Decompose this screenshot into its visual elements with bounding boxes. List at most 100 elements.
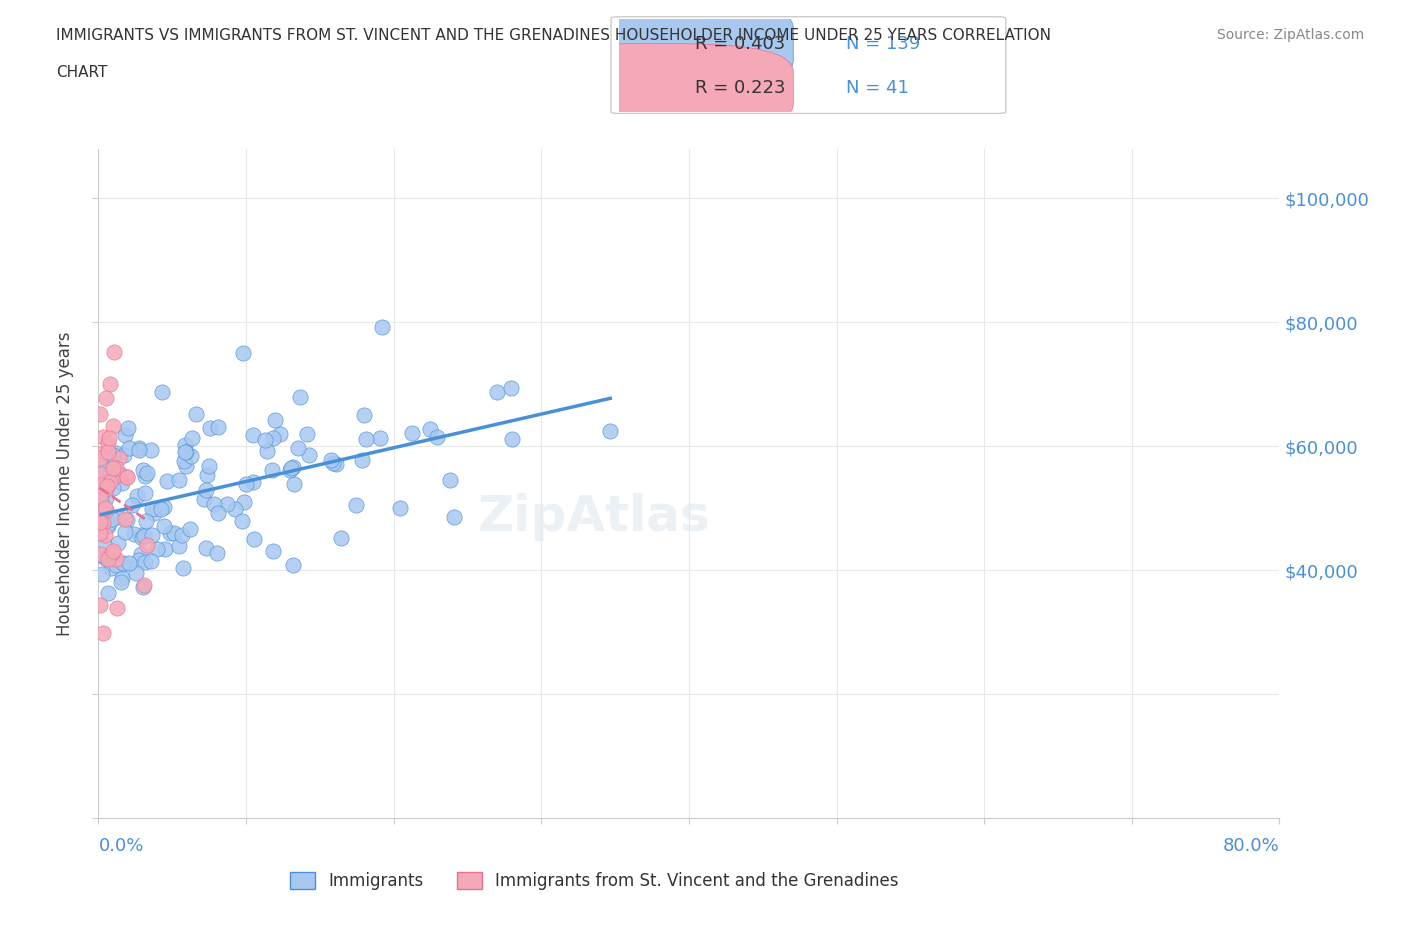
Point xyxy=(132,463,155,478)
Point xyxy=(94,551,117,565)
Point xyxy=(298,447,321,462)
Point xyxy=(142,506,165,521)
Point xyxy=(94,391,117,405)
Point xyxy=(107,536,129,551)
Point xyxy=(141,501,163,516)
Point xyxy=(94,527,117,542)
Point xyxy=(91,625,114,640)
Point xyxy=(105,445,128,460)
Point xyxy=(280,461,302,476)
Point xyxy=(139,443,162,458)
Point xyxy=(98,465,121,480)
Point xyxy=(371,319,394,334)
Point xyxy=(184,406,207,421)
Point xyxy=(90,475,112,490)
Point xyxy=(283,459,305,474)
Point xyxy=(141,527,163,542)
Text: Source: ZipAtlas.com: Source: ZipAtlas.com xyxy=(1216,28,1364,42)
Point xyxy=(253,432,276,447)
Text: R = 0.403: R = 0.403 xyxy=(695,34,785,53)
FancyBboxPatch shape xyxy=(520,44,793,132)
Point xyxy=(110,575,132,590)
Point xyxy=(242,427,264,442)
Point xyxy=(156,474,179,489)
Text: CHART: CHART xyxy=(56,65,108,80)
Point xyxy=(269,426,291,441)
Y-axis label: Householder Income Under 25 years: Householder Income Under 25 years xyxy=(56,331,75,636)
Point xyxy=(111,556,134,571)
Point xyxy=(195,468,218,483)
Point xyxy=(97,435,120,450)
Point xyxy=(103,460,125,475)
Point xyxy=(419,421,441,436)
Point xyxy=(121,498,143,512)
Point xyxy=(105,558,128,573)
Point xyxy=(262,544,284,559)
Point xyxy=(91,566,114,581)
Point xyxy=(329,530,352,545)
Point xyxy=(134,469,156,484)
Point xyxy=(96,491,118,506)
Point xyxy=(101,463,124,478)
Point xyxy=(89,597,111,612)
Point xyxy=(195,483,218,498)
Point xyxy=(174,445,197,459)
Point xyxy=(172,527,194,542)
Point xyxy=(287,441,309,456)
Point xyxy=(115,512,138,527)
Point xyxy=(173,445,195,459)
Point xyxy=(163,525,186,540)
Point xyxy=(90,477,112,492)
Point xyxy=(198,420,221,435)
Text: 80.0%: 80.0% xyxy=(1223,837,1279,855)
Point xyxy=(135,513,157,528)
Point xyxy=(426,430,449,445)
Point xyxy=(89,546,111,561)
Point xyxy=(101,546,124,561)
Point xyxy=(128,440,150,455)
Text: 0.0%: 0.0% xyxy=(98,837,143,855)
Text: N = 41: N = 41 xyxy=(846,79,910,98)
Point xyxy=(90,547,112,562)
Point xyxy=(167,472,190,487)
Point xyxy=(155,542,177,557)
Point xyxy=(97,517,120,532)
Point xyxy=(94,500,117,515)
Point xyxy=(231,513,253,528)
Point xyxy=(91,430,114,445)
Point xyxy=(111,555,134,570)
Point xyxy=(125,565,148,580)
Point xyxy=(115,470,138,485)
Point xyxy=(89,446,111,461)
Point xyxy=(443,510,465,525)
Point xyxy=(96,481,118,496)
Point xyxy=(105,551,128,566)
Point xyxy=(122,526,145,541)
Point xyxy=(89,450,111,465)
Point xyxy=(198,458,221,473)
Point xyxy=(101,467,124,482)
Point xyxy=(107,510,129,525)
Point xyxy=(439,472,461,487)
Point xyxy=(89,515,111,530)
Point xyxy=(325,457,347,472)
Point xyxy=(117,420,139,435)
Point xyxy=(103,464,125,479)
Point xyxy=(134,578,156,592)
Point xyxy=(139,553,162,568)
Point xyxy=(93,537,115,551)
Point xyxy=(232,494,254,509)
Point xyxy=(599,423,621,438)
Point xyxy=(118,556,141,571)
Point xyxy=(90,492,112,507)
Point xyxy=(353,407,375,422)
Point xyxy=(368,431,391,445)
Point xyxy=(499,380,522,395)
Point xyxy=(90,458,112,473)
Point xyxy=(91,451,114,466)
Point xyxy=(132,528,155,543)
Point xyxy=(111,570,134,585)
Point xyxy=(131,527,153,542)
Point xyxy=(180,431,202,445)
Point xyxy=(103,481,125,496)
